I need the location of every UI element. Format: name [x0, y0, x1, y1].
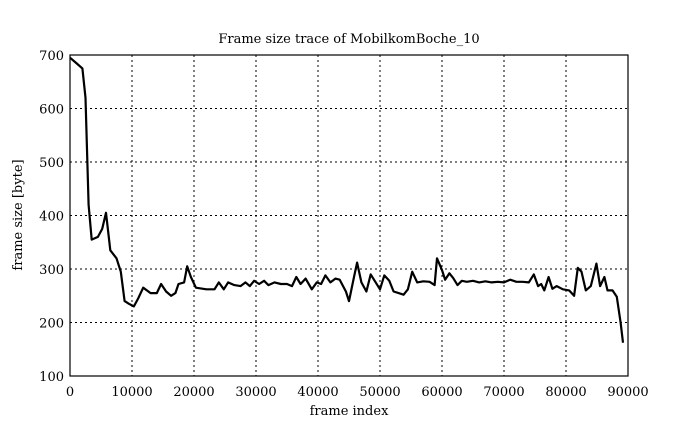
y-tick-label: 400	[39, 210, 64, 225]
x-tick-label: 80000	[545, 385, 586, 400]
y-axis-label: frame size [byte]	[11, 159, 26, 270]
chart-title: Frame size trace of MobilkomBoche_10	[218, 32, 479, 47]
x-tick-label: 10000	[111, 385, 152, 400]
y-tick-label: 600	[39, 103, 64, 118]
tick-labels: 0 10000 20000 30000 40000 50000 60000 70000 8000…	[39, 49, 649, 400]
x-tick-label: 20000	[173, 385, 214, 400]
x-axis-label: frame index	[310, 404, 389, 419]
y-tick-label: 100	[39, 370, 64, 385]
y-tick-label: 200	[39, 317, 64, 332]
x-tick-label: 70000	[483, 385, 524, 400]
x-tick-label: 90000	[607, 385, 648, 400]
series-line	[69, 56, 625, 343]
x-tick-label: 40000	[297, 385, 338, 400]
y-tick-label: 300	[39, 263, 64, 278]
x-tick-label: 60000	[421, 385, 462, 400]
grid	[69, 54, 629, 377]
plot-frame	[69, 54, 629, 377]
x-tick-label: 50000	[359, 385, 400, 400]
y-tick-label: 500	[39, 156, 64, 171]
y-tick-label: 700	[39, 49, 64, 64]
x-tick-label: 0	[66, 385, 74, 400]
x-tick-label: 30000	[235, 385, 276, 400]
